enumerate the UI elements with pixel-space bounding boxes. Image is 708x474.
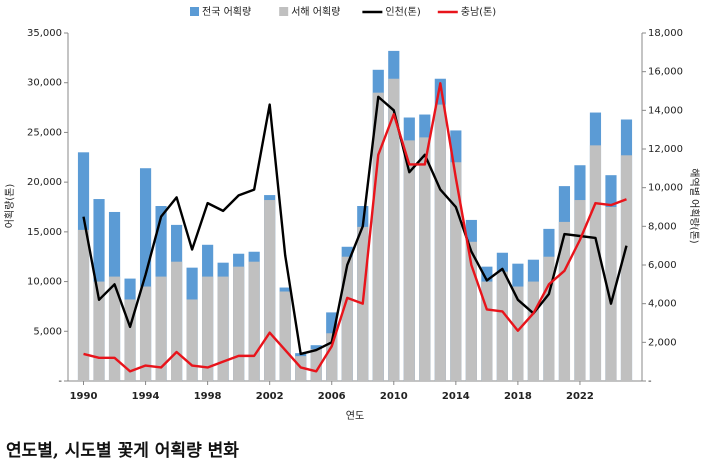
y-tick-label: - <box>58 376 62 387</box>
y2-tick-label: 6,000 <box>648 260 677 271</box>
bar <box>589 145 602 381</box>
legend-label: 충남(톤) <box>461 6 497 18</box>
bar <box>77 229 90 381</box>
bar <box>186 299 198 381</box>
legend-swatch <box>279 7 289 16</box>
bar <box>419 137 431 381</box>
bar <box>264 200 276 381</box>
legend-swatch <box>190 7 199 16</box>
bar <box>543 256 555 381</box>
bar <box>512 286 524 381</box>
bar <box>124 299 136 381</box>
bar <box>465 241 477 381</box>
legend-label: 전국 어획량 <box>202 6 251 18</box>
bar <box>326 333 338 381</box>
y2-axis-title: 해역별 어획량(톤) <box>688 168 701 243</box>
x-tick-label: 1994 <box>132 391 160 402</box>
y2-tick-label: 18,000 <box>648 28 683 39</box>
bar <box>388 78 400 381</box>
bar <box>217 276 229 381</box>
bar <box>372 92 384 382</box>
bar <box>233 266 245 381</box>
x-tick-label: 2010 <box>380 391 408 402</box>
x-axis-title: 연도 <box>346 410 364 422</box>
bar <box>434 104 446 382</box>
legend-label: 인천(톤) <box>385 6 421 18</box>
bar <box>310 349 322 381</box>
x-tick-label: 2014 <box>442 391 470 402</box>
bar <box>279 291 291 381</box>
bar <box>248 261 260 381</box>
y2-tick-label: 4,000 <box>648 299 677 310</box>
bar <box>341 256 353 381</box>
x-tick-label: 1990 <box>70 391 98 402</box>
y2-tick-label: 12,000 <box>648 144 683 155</box>
y2-tick-label: - <box>648 376 652 387</box>
chart: 어획량(톤) 해역별 어획량(톤) 연도 - 5,000 10,000 15,000 2… <box>4 5 701 422</box>
x-tick-label: 2018 <box>504 391 532 402</box>
x-tick-label: 2002 <box>256 391 284 402</box>
legend-label: 서해 어획량 <box>291 5 340 18</box>
bar <box>496 271 508 381</box>
caption: 연도별, 시도별 꽃게 어획량 변화 <box>6 441 239 461</box>
y-tick-label: 25,000 <box>27 127 62 138</box>
y-axis-title: 어획량(톤) <box>4 184 16 229</box>
bar <box>139 286 152 381</box>
bar <box>108 276 121 381</box>
bar <box>574 200 586 381</box>
y2-tick-label: 16,000 <box>648 67 683 78</box>
y-tick-label: 30,000 <box>27 78 62 89</box>
y2-tick-label: 14,000 <box>648 105 683 116</box>
x-tick-label: 1998 <box>194 391 222 402</box>
x-tick-label: 2006 <box>318 391 346 402</box>
bar <box>403 140 415 381</box>
y2-tick-label: 10,000 <box>648 183 683 194</box>
y2-tick-label: 8,000 <box>648 221 677 232</box>
bar <box>481 281 493 381</box>
y-tick-label: 15,000 <box>27 227 62 238</box>
line <box>83 82 627 373</box>
x-tick-label: 2022 <box>566 391 594 402</box>
bar <box>527 281 539 381</box>
bar <box>450 162 462 381</box>
bar <box>202 276 214 381</box>
bar <box>171 261 183 381</box>
y-tick-label: 10,000 <box>27 277 62 288</box>
bar <box>155 276 167 381</box>
y-tick-label: 20,000 <box>27 177 62 188</box>
bar <box>558 221 571 381</box>
bar <box>605 207 617 381</box>
bar <box>93 281 105 381</box>
y-tick-label: 5,000 <box>33 326 62 337</box>
y2-tick-label: 2,000 <box>648 337 677 348</box>
y-tick-label: 35,000 <box>27 28 62 39</box>
bar <box>620 155 633 381</box>
